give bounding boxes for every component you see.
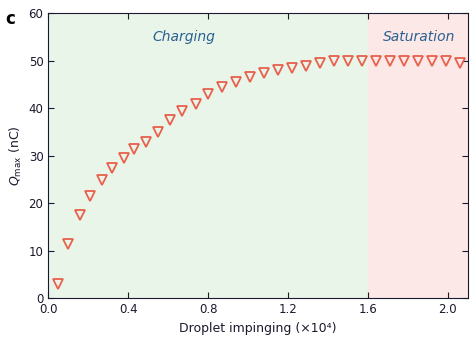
Bar: [368, 13, 467, 298]
Text: c: c: [5, 10, 15, 28]
Y-axis label: $Q_{\mathrm{max}}$ (nC): $Q_{\mathrm{max}}$ (nC): [9, 126, 24, 186]
X-axis label: Droplet impinging (×10⁴): Droplet impinging (×10⁴): [179, 322, 337, 335]
Bar: [49, 13, 368, 298]
Text: Saturation: Saturation: [383, 30, 455, 44]
Text: Charging: Charging: [153, 30, 216, 44]
